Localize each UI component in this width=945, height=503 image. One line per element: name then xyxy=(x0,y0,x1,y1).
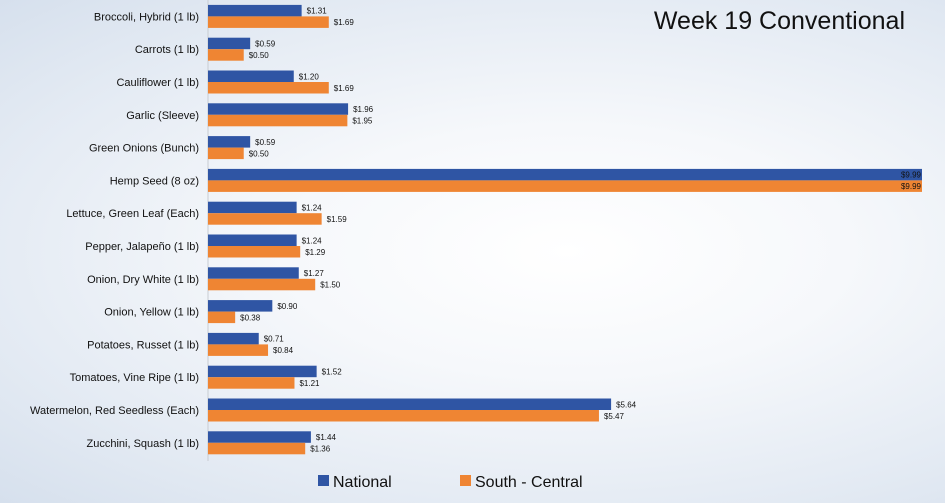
value-label-south-central: $1.50 xyxy=(320,281,341,290)
value-label-national: $1.52 xyxy=(322,367,343,376)
value-label-south-central: $0.38 xyxy=(240,313,261,322)
bar-south-central xyxy=(208,344,269,356)
category-label: Zucchini, Squash (1 lb) xyxy=(87,438,200,450)
bar-national xyxy=(208,201,297,214)
category-label: Green Onions (Bunch) xyxy=(89,143,199,155)
bars-layer: Broccoli, Hybrid (1 lb) $1.31 $1.69 Carrots… xyxy=(30,4,922,455)
bar-south-central xyxy=(208,442,306,455)
value-label-national: $1.44 xyxy=(316,433,337,442)
value-label-national: $1.20 xyxy=(299,72,320,81)
value-label-south-central: $0.84 xyxy=(273,346,294,355)
legend-swatch-national xyxy=(318,475,329,486)
value-label-south-central: $1.59 xyxy=(327,215,348,224)
bar-south-central xyxy=(208,410,599,422)
value-label-south-central: $5.47 xyxy=(604,412,625,421)
bar-national xyxy=(208,267,299,279)
bar-south-central xyxy=(208,82,329,94)
bar-south-central xyxy=(208,16,329,28)
value-label-national: $5.64 xyxy=(616,400,637,409)
category-label: Onion, Dry White (1 lb) xyxy=(87,274,199,286)
bar-south-central xyxy=(208,246,301,258)
value-label-south-central: $0.50 xyxy=(249,51,270,60)
category-label: Broccoli, Hybrid (1 lb) xyxy=(94,11,199,23)
category-label: Tomatoes, Vine Ripe (1 lb) xyxy=(70,372,199,384)
value-label-south-central: $1.69 xyxy=(334,84,355,93)
bar-national xyxy=(208,332,259,345)
value-label-south-central: $9.99 xyxy=(901,182,922,191)
bar-national xyxy=(208,398,612,410)
value-label-national: $1.27 xyxy=(304,269,325,278)
category-label: Pepper, Jalapeño (1 lb) xyxy=(85,241,199,253)
legend-label-south-central: South - Central xyxy=(475,474,583,491)
category-label: Lettuce, Green Leaf (Each) xyxy=(66,208,199,220)
bar-national xyxy=(208,103,349,115)
value-label-national: $0.90 xyxy=(277,302,298,311)
bar-south-central xyxy=(208,377,295,389)
value-label-south-central: $1.29 xyxy=(305,248,326,257)
bar-national xyxy=(208,431,311,443)
bar-south-central xyxy=(208,147,244,160)
value-label-national: $0.71 xyxy=(264,335,285,344)
bar-south-central xyxy=(208,311,236,324)
value-label-national: $0.59 xyxy=(255,138,276,147)
bar-national xyxy=(208,4,302,17)
bar-national xyxy=(208,365,317,378)
category-label: Cauliflower (1 lb) xyxy=(116,77,199,89)
bar-national xyxy=(208,300,273,312)
value-label-national: $1.24 xyxy=(302,203,323,212)
chart-title: Week 19 Conventional xyxy=(654,7,905,35)
bar-south-central xyxy=(208,114,348,127)
bar-south-central xyxy=(208,180,922,192)
category-label: Onion, Yellow (1 lb) xyxy=(104,307,199,319)
value-label-south-central: $1.36 xyxy=(310,445,331,454)
category-label: Carrots (1 lb) xyxy=(135,44,199,56)
value-label-national: $1.31 xyxy=(307,7,328,16)
bar-national xyxy=(208,70,294,82)
category-label: Hemp Seed (8 oz) xyxy=(110,175,199,187)
value-label-south-central: $1.21 xyxy=(299,379,320,388)
value-label-south-central: $1.69 xyxy=(334,18,355,27)
category-label: Watermelon, Red Seedless (Each) xyxy=(30,405,199,417)
value-label-national: $0.59 xyxy=(255,39,276,48)
value-label-national: $1.24 xyxy=(302,236,323,245)
legend-swatch-south-central xyxy=(460,475,471,486)
category-label: Potatoes, Russet (1 lb) xyxy=(87,339,199,351)
bar-south-central xyxy=(208,213,322,225)
legend-label-national: National xyxy=(333,474,392,491)
value-label-national: $1.96 xyxy=(353,105,374,114)
bar-national xyxy=(208,168,922,181)
bar-national xyxy=(208,234,297,246)
bar-south-central xyxy=(208,49,244,61)
value-label-south-central: $0.50 xyxy=(249,149,270,158)
bar-national xyxy=(208,37,251,50)
value-label-south-central: $1.95 xyxy=(352,117,373,126)
bar-south-central xyxy=(208,278,316,291)
category-label: Garlic (Sleeve) xyxy=(126,110,199,122)
legend: National South - Central xyxy=(318,474,583,491)
bar-national xyxy=(208,136,251,148)
value-label-national: $9.99 xyxy=(901,171,922,180)
